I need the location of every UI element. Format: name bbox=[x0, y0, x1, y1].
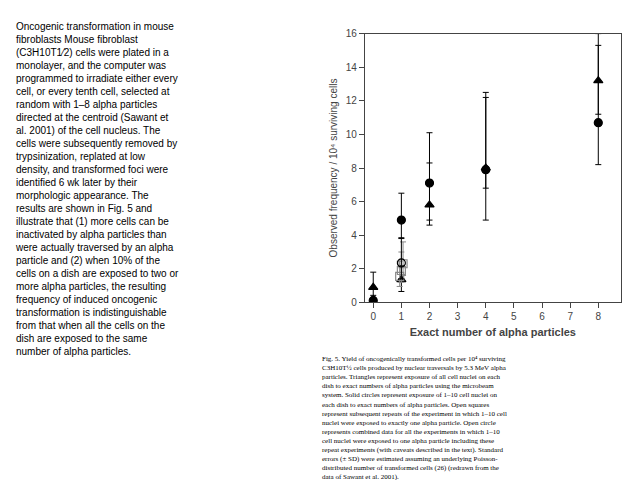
svg-text:7: 7 bbox=[567, 311, 573, 322]
svg-text:Exact number of alpha particle: Exact number of alpha particles bbox=[410, 326, 576, 338]
svg-text:10: 10 bbox=[346, 129, 358, 140]
svg-text:2: 2 bbox=[427, 311, 433, 322]
svg-text:14: 14 bbox=[346, 62, 358, 73]
svg-text:1: 1 bbox=[399, 311, 405, 322]
svg-text:16: 16 bbox=[346, 28, 358, 39]
svg-text:4: 4 bbox=[351, 230, 357, 241]
svg-text:8: 8 bbox=[351, 163, 357, 174]
svg-text:5: 5 bbox=[511, 311, 517, 322]
svg-text:8: 8 bbox=[596, 311, 602, 322]
svg-text:3: 3 bbox=[455, 311, 461, 322]
svg-text:0: 0 bbox=[370, 311, 376, 322]
svg-text:Fig. 5. Yield of oncogenically: Fig. 5. Yield of oncogenically transform… bbox=[322, 355, 507, 480]
svg-text:Observed frequency / 10⁴ survi: Observed frequency / 10⁴ surviving cells bbox=[328, 79, 339, 258]
svg-text:0: 0 bbox=[351, 297, 357, 308]
svg-text:6: 6 bbox=[539, 311, 545, 322]
svg-text:Oncogenic transformation in mo: Oncogenic transformation in mousefibrobl… bbox=[15, 21, 179, 357]
svg-text:4: 4 bbox=[483, 311, 489, 322]
svg-text:2: 2 bbox=[351, 263, 357, 274]
svg-text:6: 6 bbox=[351, 196, 357, 207]
svg-text:12: 12 bbox=[346, 95, 358, 106]
